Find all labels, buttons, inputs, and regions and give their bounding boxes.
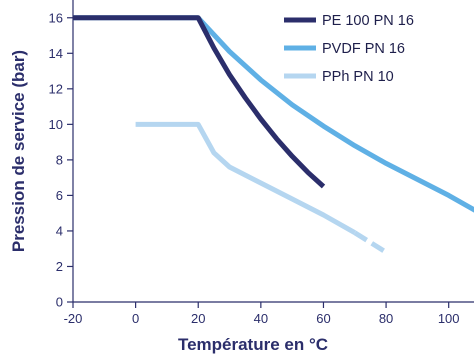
x-tick-label: 60	[316, 311, 330, 326]
chart-legend: PE 100 PN 16 PVDF PN 16 PPh PN 10	[284, 13, 414, 85]
x-tick-label: 0	[132, 311, 139, 326]
series-line-pvdf-pn-16	[73, 15, 474, 213]
legend-label: PVDF PN 16	[322, 41, 405, 57]
y-tick-label: 6	[56, 188, 63, 203]
y-tick-label: 0	[56, 295, 63, 310]
y-tick-label: 2	[56, 259, 63, 274]
legend-label: PE 100 PN 16	[322, 13, 414, 29]
series-extension-pph-pn-10	[353, 230, 388, 255]
legend-label: PPh PN 10	[322, 69, 394, 85]
y-tick-label: 14	[49, 46, 63, 61]
x-tick-label: 80	[379, 311, 393, 326]
y-tick-label: 10	[49, 117, 63, 132]
y-axis-title: Pression de service (bar)	[9, 50, 28, 252]
x-axis-ticks: -20 0 20 40 60 80 100	[64, 302, 460, 326]
chart-axes	[72, 0, 474, 303]
series-lines	[73, 15, 474, 255]
x-tick-label: 40	[254, 311, 268, 326]
series-line-pe-100-pn-16	[73, 15, 326, 189]
y-tick-label: 8	[56, 152, 63, 167]
x-tick-label: 20	[191, 311, 205, 326]
y-tick-label: 4	[56, 223, 63, 238]
x-tick-label: 100	[438, 311, 460, 326]
y-axis-ticks: 0 2 4 6 8 10 12 14 16	[49, 10, 73, 310]
series-line-pph-pn-10	[135, 121, 357, 235]
y-tick-label: 12	[49, 81, 63, 96]
y-tick-label: 16	[49, 10, 63, 25]
x-axis-title: Température en °C	[178, 335, 328, 354]
x-tick-label: -20	[64, 311, 83, 326]
